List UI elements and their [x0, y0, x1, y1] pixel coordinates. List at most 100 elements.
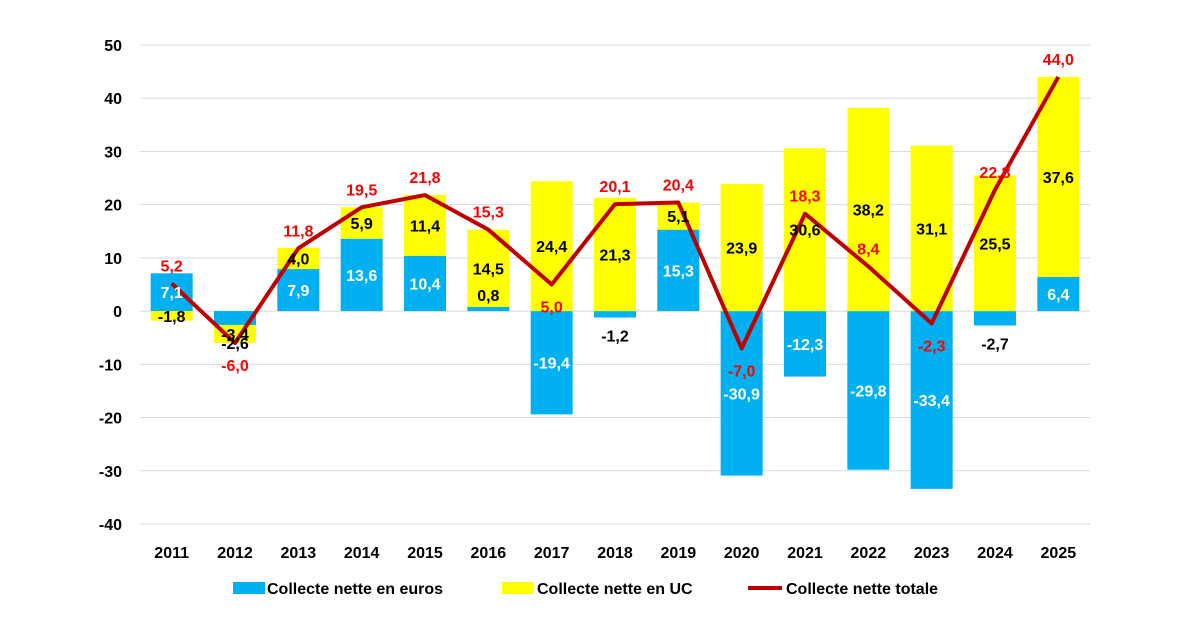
bar-uc: [910, 145, 953, 312]
bars: [150, 76, 1080, 489]
bar-euros: [1037, 277, 1080, 312]
y-tick-label: -20: [99, 411, 122, 428]
data-label-euros: 0,8: [477, 288, 499, 305]
data-label-total: 19,5: [346, 182, 377, 199]
bar-euros: [974, 311, 1016, 326]
data-label-uc: 38,2: [853, 202, 884, 219]
y-tick-label: 50: [104, 38, 122, 55]
bar-euros: [910, 311, 953, 489]
data-label-total: 20,1: [599, 179, 630, 196]
data-label-uc: 11,4: [410, 218, 440, 235]
bar-euros: [784, 311, 826, 377]
data-label-total: 18,3: [789, 189, 820, 206]
data-label-euros: -1,2: [601, 328, 629, 345]
data-label-uc: 14,5: [473, 261, 504, 278]
x-tick-label: 2012: [217, 545, 253, 562]
data-label-uc: 21,3: [599, 247, 630, 264]
data-label-euros: -2,6: [221, 336, 249, 353]
bar-euros: [214, 311, 256, 325]
bar-uc: [974, 175, 1016, 312]
bar-uc: [404, 195, 446, 256]
bar-uc: [340, 207, 383, 239]
data-label-euros: 7,9: [287, 283, 309, 300]
data-label-uc: 37,6: [1043, 170, 1074, 187]
data-label-uc: 23,9: [726, 241, 757, 258]
bar-euros: [720, 311, 763, 476]
legend-swatch-uc: [502, 582, 534, 594]
x-tick-label: 2011: [154, 545, 189, 562]
y-tick-label: 30: [104, 144, 122, 161]
data-label-total: 44,0: [1043, 52, 1074, 69]
y-tick-label: -30: [99, 464, 122, 481]
data-label-total: -6,0: [221, 358, 249, 375]
data-label-euros: -2,7: [981, 336, 1009, 353]
bar-uc: [150, 311, 193, 321]
bar-uc: [530, 181, 573, 312]
y-tick-label: 40: [104, 91, 122, 108]
y-axis-ticks: 50 40 30 20 10 0 -10 -20 -30 -40: [99, 38, 122, 534]
x-tick-label: 2013: [281, 545, 317, 562]
data-label-total: 8,4: [857, 241, 879, 258]
data-label-uc: 30,6: [789, 223, 820, 240]
data-label-euros: 6,4: [1047, 287, 1069, 304]
x-tick-label: 2018: [597, 545, 633, 562]
bar-euros: [594, 311, 636, 318]
total-line-path: [170, 75, 1061, 351]
legend-label-total: Collecte nette totale: [786, 581, 938, 598]
data-label-total: -7,0: [728, 363, 756, 380]
data-label-uc: 31,1: [916, 221, 947, 238]
x-tick-label: 2019: [661, 545, 697, 562]
x-tick-label: 2015: [407, 545, 443, 562]
x-tick-label: 2024: [977, 545, 1013, 562]
bar-euros: [340, 238, 383, 312]
bar-euros: [467, 306, 510, 312]
legend-label-euros: Collecte nette en euros: [267, 581, 443, 598]
data-label-uc: 25,5: [979, 236, 1010, 253]
legend-label-uc: Collecte nette en UC: [537, 581, 693, 598]
x-tick-label: 2021: [787, 545, 823, 562]
x-tick-label: 2022: [851, 545, 887, 562]
legend-swatch-euros: [233, 582, 265, 594]
bar-euros: [530, 311, 573, 415]
data-labels: 7,1 -1,8 -2,6-3,4 7,9 4,0 13,6 5,9 10,4 11,4 0,8 1…: [158, 52, 1074, 410]
data-label-total: 11,8: [283, 223, 313, 240]
data-label-euros: -19,4: [533, 356, 570, 373]
data-label-total: 20,4: [663, 178, 694, 195]
bar-euros: [657, 229, 700, 312]
data-label-uc: -1,8: [158, 309, 186, 326]
data-label-euros: -12,3: [787, 337, 824, 354]
data-label-total: 21,8: [409, 170, 440, 187]
data-label-uc: 4,0: [287, 251, 309, 268]
bar-uc: [720, 183, 763, 312]
bar-uc: [784, 148, 826, 312]
data-label-total: 5,2: [161, 258, 183, 275]
bar-uc: [594, 197, 636, 312]
bar-euros: [150, 273, 193, 312]
data-label-uc: 5,9: [351, 216, 373, 233]
x-tick-label: 2025: [1041, 545, 1077, 562]
data-label-euros: 15,3: [663, 263, 694, 280]
data-label-uc: 5,1: [667, 209, 689, 226]
bar-euros: [404, 255, 446, 312]
bar-euros: [277, 269, 320, 312]
bar-uc: [1037, 76, 1080, 278]
y-tick-label: 0: [113, 304, 122, 321]
legend: Collecte nette en euros Collecte nette e…: [233, 581, 938, 598]
x-tick-label: 2016: [471, 545, 507, 562]
data-label-euros: -33,4: [913, 393, 950, 410]
x-tick-label: 2020: [724, 545, 760, 562]
data-label-euros: 10,4: [409, 276, 440, 293]
y-tick-label: -10: [99, 357, 122, 374]
x-axis-ticks: 2011 2012 2013 2014 2015 2016 2017 2018 2019 2020…: [154, 545, 1076, 562]
data-label-total: 22,8: [979, 165, 1010, 182]
bar-euros: [847, 311, 890, 470]
data-label-total: -2,3: [918, 338, 946, 355]
data-label-total: 15,3: [473, 205, 504, 222]
data-label-euros: -30,9: [723, 386, 760, 403]
data-label-uc: -3,4: [221, 327, 249, 344]
data-label-uc: 24,4: [536, 239, 567, 256]
data-label-euros: 13,6: [346, 268, 377, 285]
x-tick-label: 2014: [344, 545, 380, 562]
x-tick-label: 2023: [914, 545, 950, 562]
